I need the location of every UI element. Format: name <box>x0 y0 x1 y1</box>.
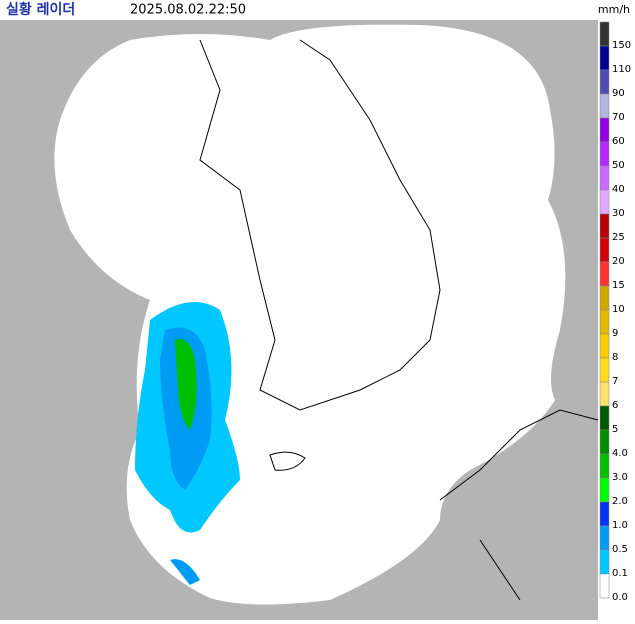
legend-label: 0.0 <box>612 592 628 603</box>
legend-swatch <box>599 93 610 119</box>
legend-swatch <box>599 357 610 383</box>
legend-swatch <box>599 189 610 215</box>
legend-swatch <box>599 165 610 191</box>
legend-label: 4.0 <box>612 448 628 459</box>
timestamp: 2025.08.02.22:50 <box>130 3 246 18</box>
legend-swatch <box>599 381 610 407</box>
legend-label: 5 <box>612 424 618 435</box>
legend-label: 90 <box>612 88 625 99</box>
legend-swatch <box>599 477 610 503</box>
legend-swatch <box>599 549 610 575</box>
legend-label: 50 <box>612 160 625 171</box>
legend-label: 20 <box>612 256 625 267</box>
legend-label: 110 <box>612 64 631 75</box>
map <box>0 20 599 620</box>
legend-swatch <box>599 213 610 239</box>
legend-swatch <box>599 573 610 599</box>
legend-label: 9 <box>612 328 618 339</box>
legend-swatch <box>599 501 610 527</box>
legend-label: 60 <box>612 136 625 147</box>
legend-label: 0.5 <box>612 544 628 555</box>
japan-coast <box>439 409 599 601</box>
legend-label: 7 <box>612 376 618 387</box>
legend-swatch <box>599 237 610 263</box>
legend-swatch <box>599 45 610 71</box>
coastline <box>199 39 441 411</box>
legend-swatch <box>599 69 610 95</box>
legend-label: 3.0 <box>612 472 628 483</box>
legend-swatch <box>599 309 610 335</box>
unit: mm/h <box>598 3 630 16</box>
legend-swatch <box>599 405 610 431</box>
rain-area <box>170 559 200 585</box>
legend: 150 110 90 70 60 50 40 30 25 20 15 10 9 8 7 6 5 4.0 3.0 2.0… <box>599 21 631 603</box>
legend-swatch <box>599 117 610 143</box>
legend-label: 2.0 <box>612 496 628 507</box>
legend-label: 1.0 <box>612 520 628 531</box>
legend-swatch <box>599 525 610 551</box>
legend-label: 6 <box>612 400 618 411</box>
legend-swatch <box>599 333 610 359</box>
legend-swatch <box>599 453 610 479</box>
legend-label: 10 <box>612 304 625 315</box>
rain-area <box>175 339 197 430</box>
legend-swatch <box>599 261 610 287</box>
legend-swatch <box>599 429 610 455</box>
legend-label: 40 <box>612 184 625 195</box>
legend-label: 30 <box>612 208 625 219</box>
legend-label: 25 <box>612 232 625 243</box>
legend-label: 150 <box>612 40 631 51</box>
legend-label: 0.1 <box>612 568 628 579</box>
legend-swatch <box>599 141 610 167</box>
island <box>269 451 306 471</box>
legend-label: 15 <box>612 280 625 291</box>
legend-label: 70 <box>612 112 625 123</box>
legend-label: 8 <box>612 352 618 363</box>
legend-swatch <box>599 21 610 47</box>
title: 실황 레이더 <box>6 1 75 18</box>
legend-swatch <box>599 285 610 311</box>
